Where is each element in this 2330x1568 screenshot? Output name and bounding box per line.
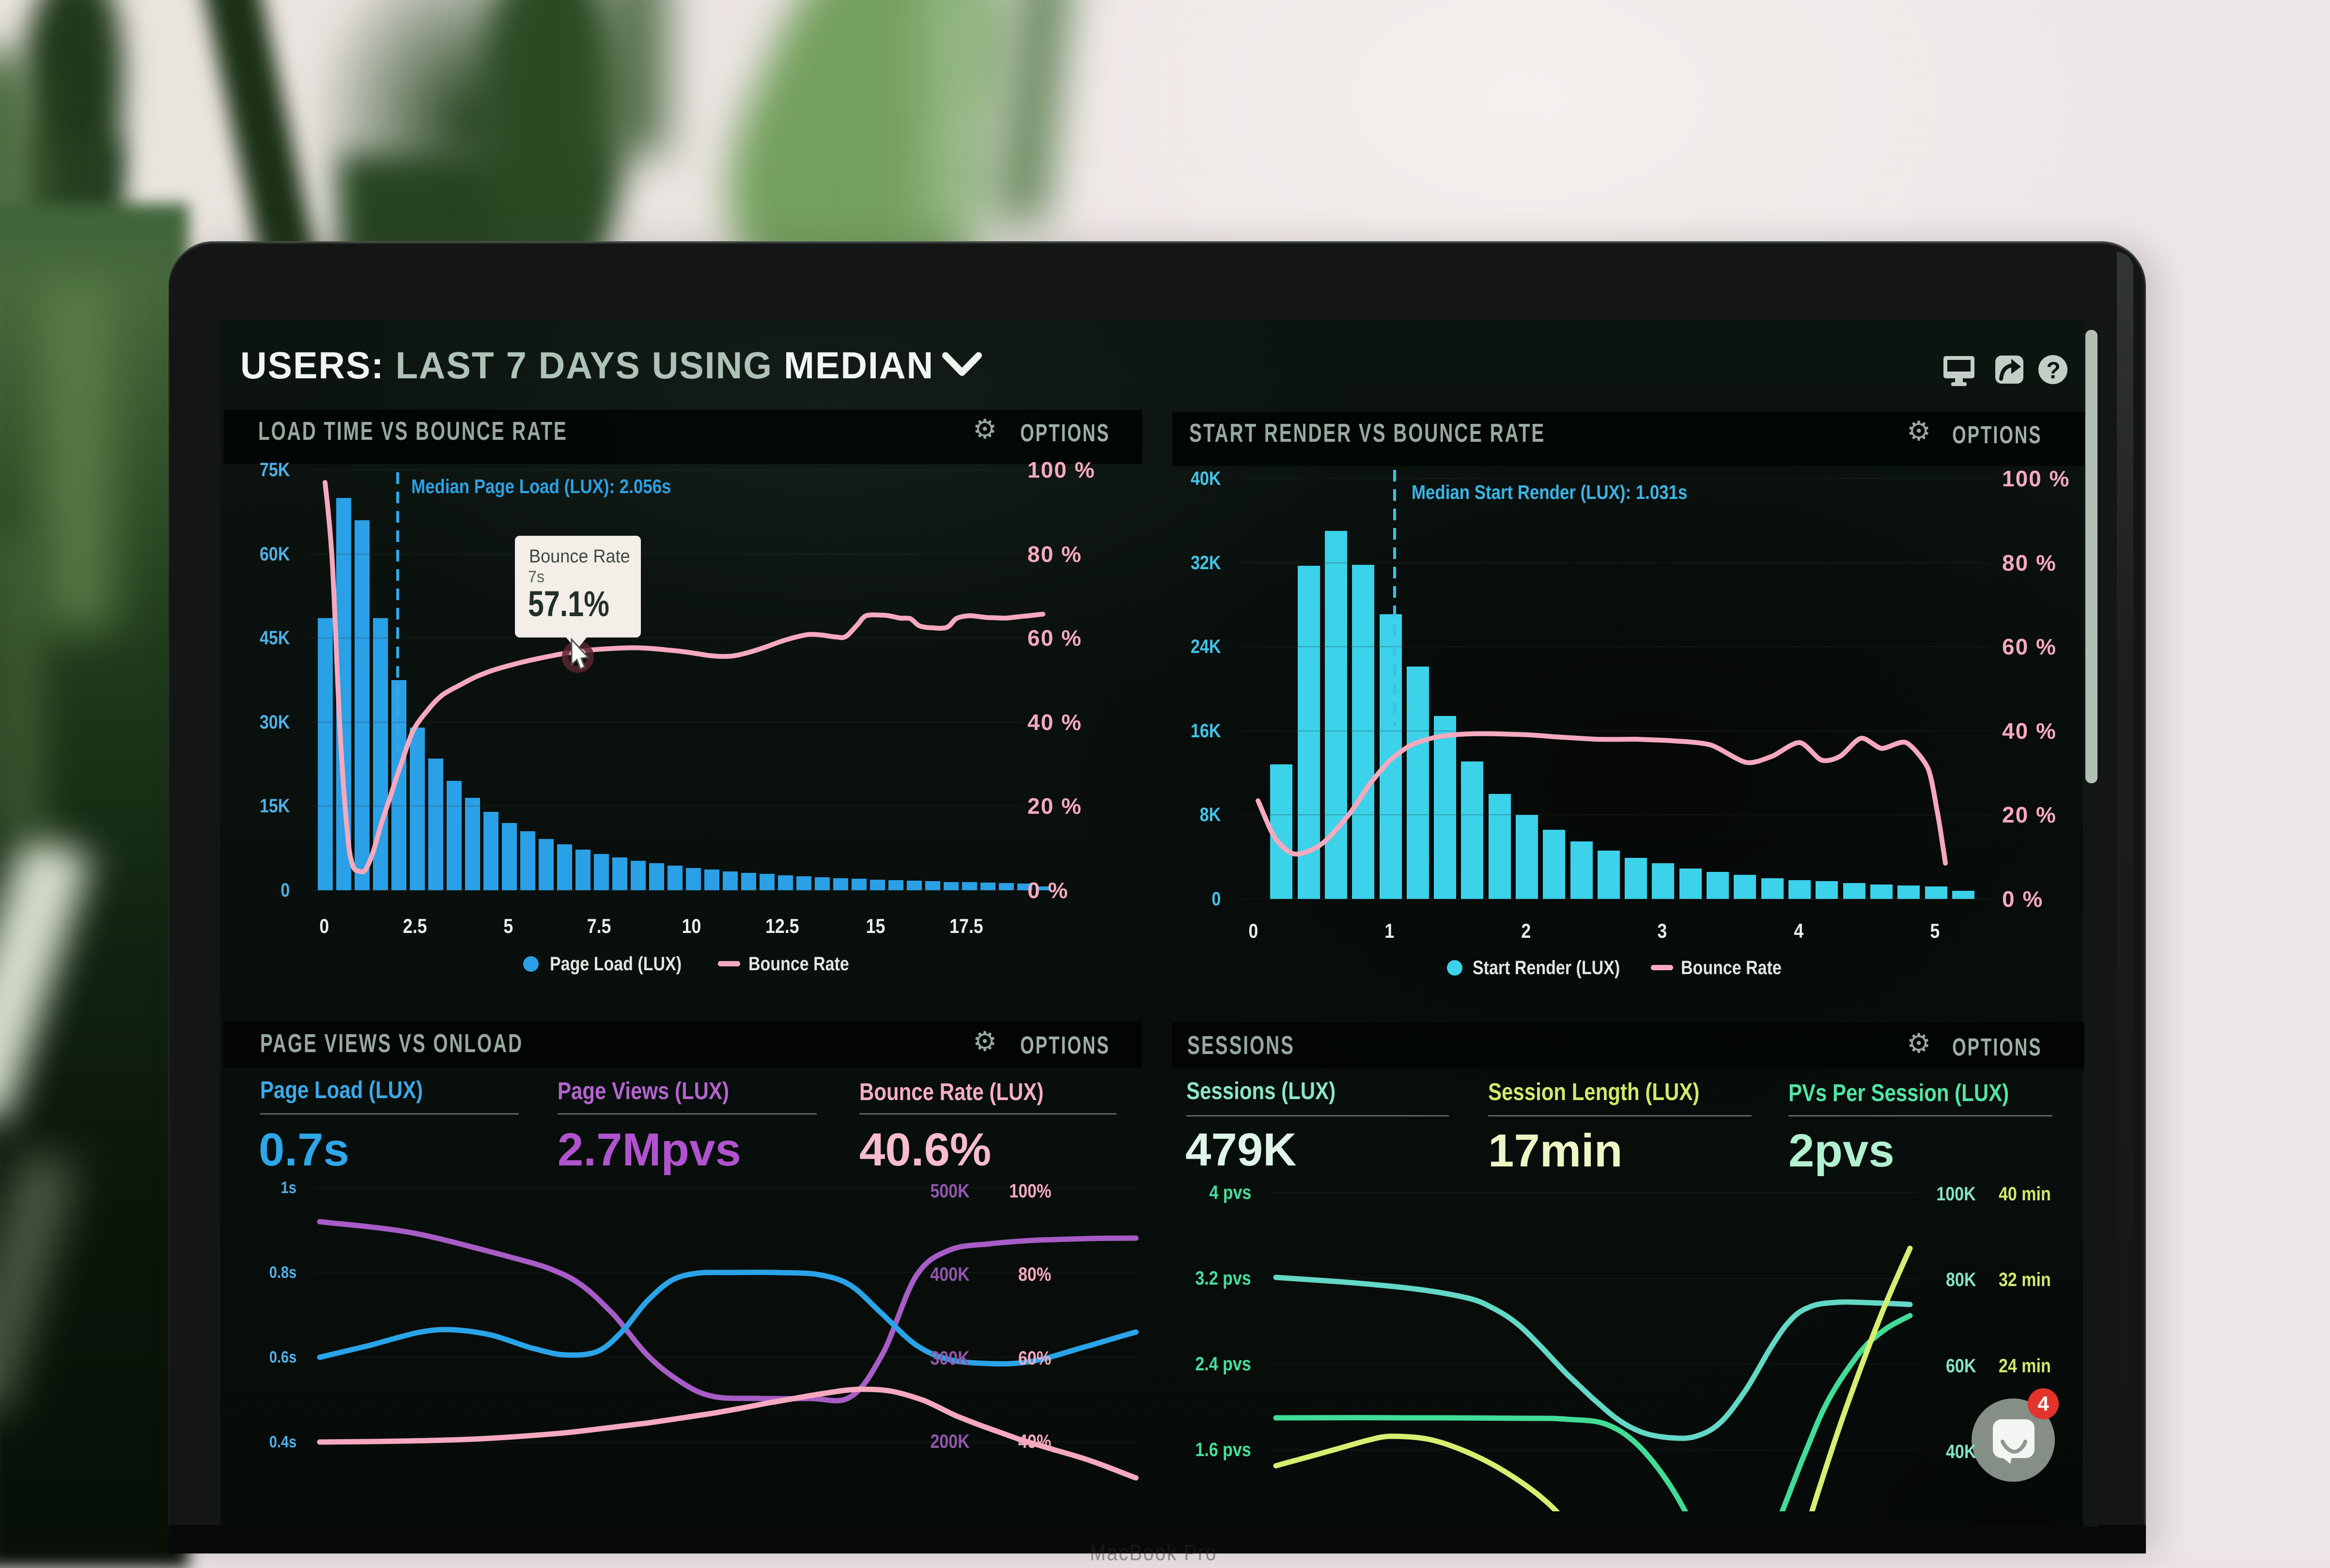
svg-text:4: 4 [2037,1392,2049,1415]
svg-text:?: ? [2046,358,2060,384]
